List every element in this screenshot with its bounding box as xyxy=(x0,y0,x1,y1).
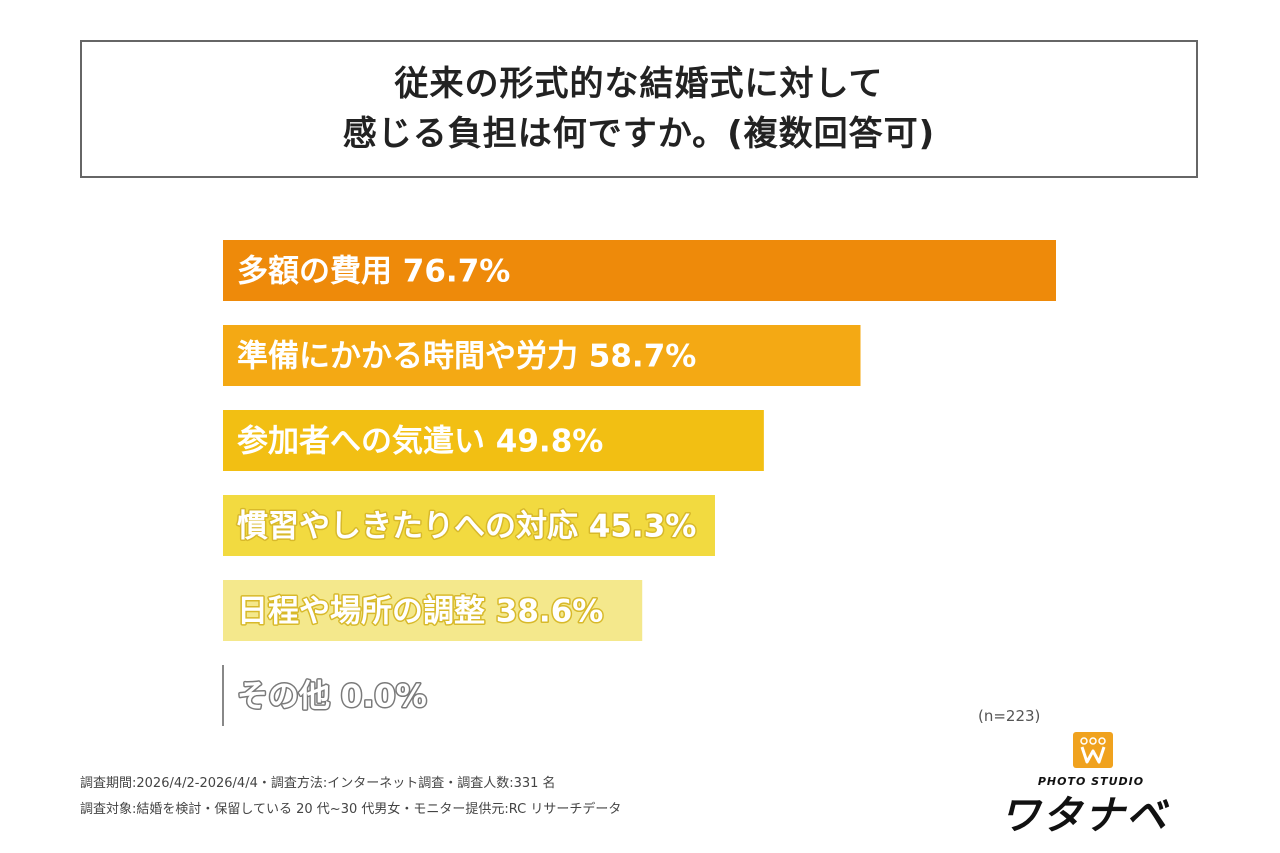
bar-label-1: 準備にかかる時間や労力 58.7% xyxy=(237,339,696,375)
logo-wordmark: ワタナベ xyxy=(1000,793,1168,839)
logo-subtitle: PHOTO STUDIO xyxy=(1037,775,1145,788)
bar-3 xyxy=(223,495,715,556)
bar-1 xyxy=(223,325,861,386)
bar-0 xyxy=(223,240,1056,301)
bar-label-4: 日程や場所の調整 38.6% xyxy=(237,594,603,630)
logo-icon xyxy=(1073,732,1113,768)
footer-survey-period: 調査期間:2026/4/2-2026/4/4・調査方法:インターネット調査・調査… xyxy=(80,776,556,791)
sample-size: (n=223) xyxy=(978,707,1041,725)
title-line-1: 従来の形式的な結婚式に対して xyxy=(394,64,884,104)
title-box: 従来の形式的な結婚式に対して 感じる負担は何ですか。(複数回答可) xyxy=(80,40,1198,178)
bar-4 xyxy=(223,580,643,641)
title-line-2: 感じる負担は何ですか。(複数回答可) xyxy=(342,114,936,154)
bar-label-0: 多額の費用 76.7% xyxy=(237,254,510,290)
bar-label-3: 慣習やしきたりへの対応 45.3% xyxy=(237,509,696,545)
bar-label-2: 参加者への気遣い 49.8% xyxy=(237,424,603,460)
bar-label-5: その他 0.0% xyxy=(237,679,427,715)
bar-2 xyxy=(223,410,764,471)
footer-survey-target: 調査対象:結婚を検討・保留している 20 代~30 代男女・モニター提供元:RC… xyxy=(80,802,622,817)
